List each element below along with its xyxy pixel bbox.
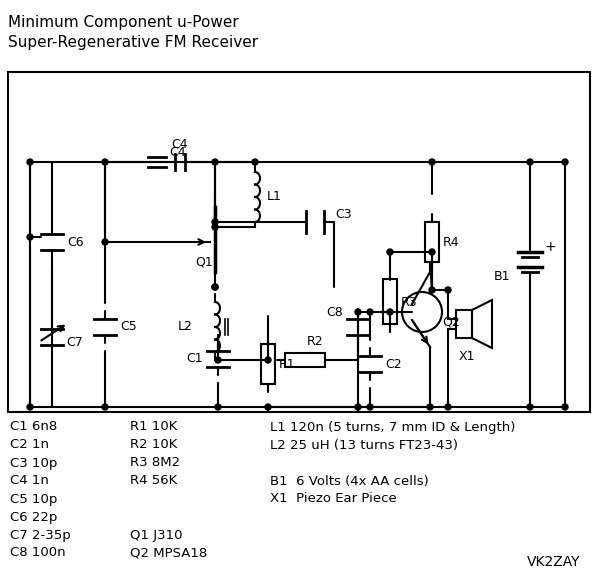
Text: C4: C4 xyxy=(172,138,188,151)
Text: B1: B1 xyxy=(493,271,510,283)
Circle shape xyxy=(527,159,533,165)
Circle shape xyxy=(102,159,108,165)
Text: Q1: Q1 xyxy=(195,255,213,268)
Text: Q2: Q2 xyxy=(442,315,460,328)
Text: X1  Piezo Ear Piece: X1 Piezo Ear Piece xyxy=(270,492,397,506)
Circle shape xyxy=(429,287,435,293)
Text: L2: L2 xyxy=(178,321,193,333)
Circle shape xyxy=(445,287,451,293)
Text: C4: C4 xyxy=(169,146,185,158)
Text: C6: C6 xyxy=(67,236,83,249)
Circle shape xyxy=(355,404,361,410)
Circle shape xyxy=(252,159,258,165)
Bar xyxy=(8,72,590,412)
Text: C8 100n: C8 100n xyxy=(10,546,65,559)
Text: +: + xyxy=(545,240,557,254)
Circle shape xyxy=(265,404,271,410)
Text: Q2 MPSA18: Q2 MPSA18 xyxy=(130,546,207,559)
Text: R2 10K: R2 10K xyxy=(130,438,178,452)
Circle shape xyxy=(367,309,373,315)
Text: C2: C2 xyxy=(385,357,401,371)
Text: R2: R2 xyxy=(307,335,323,348)
Bar xyxy=(285,353,325,367)
Circle shape xyxy=(215,404,221,410)
Text: R1: R1 xyxy=(279,357,296,371)
Bar xyxy=(383,279,397,324)
Text: L1 120n (5 turns, 7 mm ID & Length): L1 120n (5 turns, 7 mm ID & Length) xyxy=(270,421,515,434)
Text: C5 10p: C5 10p xyxy=(10,492,58,506)
Text: C3: C3 xyxy=(335,208,352,221)
Circle shape xyxy=(102,404,108,410)
Circle shape xyxy=(265,357,271,363)
Circle shape xyxy=(212,224,218,230)
Circle shape xyxy=(562,159,568,165)
Circle shape xyxy=(102,239,108,245)
Circle shape xyxy=(215,357,221,363)
Text: R3 8M2: R3 8M2 xyxy=(130,456,180,470)
Bar xyxy=(425,222,439,262)
Text: C5: C5 xyxy=(120,321,137,333)
Text: C8: C8 xyxy=(326,306,343,318)
Text: R4: R4 xyxy=(443,236,460,249)
Text: L1: L1 xyxy=(267,190,282,204)
Circle shape xyxy=(212,159,218,165)
Circle shape xyxy=(387,309,393,315)
Bar xyxy=(456,310,472,338)
Text: C1: C1 xyxy=(187,353,203,365)
Text: C2 1n: C2 1n xyxy=(10,438,49,452)
Circle shape xyxy=(429,159,435,165)
Text: Minimum Component u-Power: Minimum Component u-Power xyxy=(8,15,239,30)
Text: Q1 J310: Q1 J310 xyxy=(130,528,182,541)
Circle shape xyxy=(27,159,33,165)
Circle shape xyxy=(445,404,451,410)
Text: L2 25 uH (13 turns FT23-43): L2 25 uH (13 turns FT23-43) xyxy=(270,438,458,452)
Circle shape xyxy=(429,249,435,255)
Circle shape xyxy=(562,404,568,410)
Circle shape xyxy=(427,404,433,410)
Text: C7 2-35p: C7 2-35p xyxy=(10,528,71,541)
Text: C6 22p: C6 22p xyxy=(10,510,58,523)
Text: R1 10K: R1 10K xyxy=(130,421,178,434)
Text: R3: R3 xyxy=(401,296,418,308)
Text: C3 10p: C3 10p xyxy=(10,456,58,470)
Circle shape xyxy=(212,284,218,290)
Circle shape xyxy=(212,219,218,225)
Circle shape xyxy=(355,309,361,315)
Text: C1 6n8: C1 6n8 xyxy=(10,421,57,434)
Text: X1: X1 xyxy=(459,350,475,363)
Circle shape xyxy=(212,284,218,290)
Text: Super-Regenerative FM Receiver: Super-Regenerative FM Receiver xyxy=(8,34,258,49)
Circle shape xyxy=(27,404,33,410)
Bar xyxy=(261,344,275,384)
Circle shape xyxy=(27,234,33,240)
Text: VK2ZAY: VK2ZAY xyxy=(527,555,580,569)
Circle shape xyxy=(387,249,393,255)
Text: B1  6 Volts (4x AA cells): B1 6 Volts (4x AA cells) xyxy=(270,474,429,488)
Text: C4 1n: C4 1n xyxy=(10,474,49,488)
Text: R4 56K: R4 56K xyxy=(130,474,177,488)
Circle shape xyxy=(367,404,373,410)
Text: C7: C7 xyxy=(66,335,83,349)
Circle shape xyxy=(527,404,533,410)
